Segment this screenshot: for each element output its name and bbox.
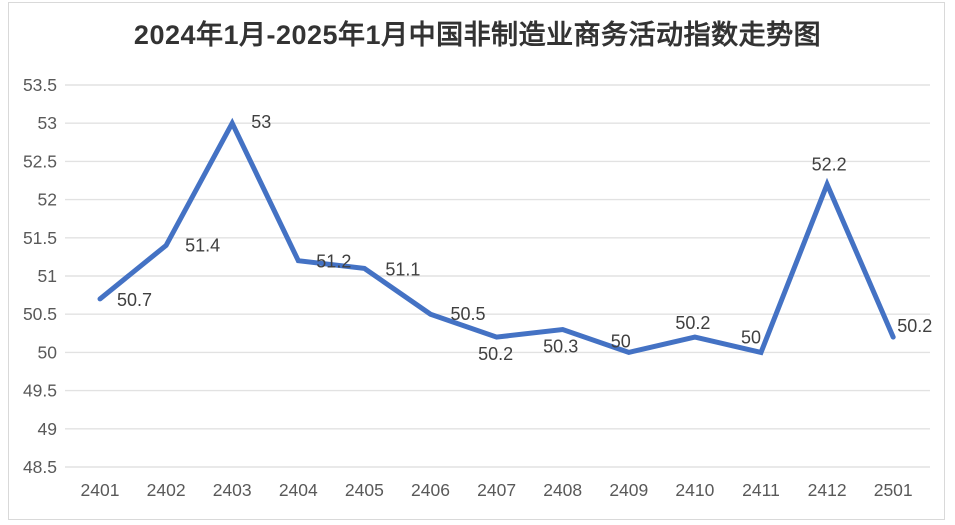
data-point-label: 50 bbox=[741, 327, 761, 347]
data-point-label: 50 bbox=[611, 331, 631, 351]
x-axis-tick-label: 2408 bbox=[543, 480, 582, 500]
data-point-label: 50.2 bbox=[675, 313, 710, 333]
x-axis-tick-label: 2404 bbox=[279, 480, 318, 500]
chart-title: 2024年1月-2025年1月中国非制造业商务活动指数走势图 bbox=[133, 20, 822, 50]
x-axis-tick-label: 2402 bbox=[147, 480, 186, 500]
data-point-label: 50.5 bbox=[451, 304, 486, 324]
y-axis-tick-label: 53 bbox=[38, 113, 57, 133]
x-axis-tick-label: 2410 bbox=[675, 480, 714, 500]
data-line-series bbox=[97, 117, 896, 356]
y-axis-tick-label: 53.5 bbox=[23, 75, 57, 95]
x-axis-tick-label: 2501 bbox=[874, 480, 913, 500]
x-axis-tick-label: 2401 bbox=[81, 480, 120, 500]
y-axis-tick-label: 49 bbox=[38, 419, 57, 439]
data-point-label: 50.3 bbox=[543, 336, 578, 356]
y-axis-tick-label: 51 bbox=[38, 266, 57, 286]
y-axis-tick-label: 51.5 bbox=[23, 228, 57, 248]
data-point-label: 50.2 bbox=[478, 344, 513, 364]
x-axis-tick-label: 2412 bbox=[808, 480, 847, 500]
x-axis-tick-label: 2407 bbox=[477, 480, 516, 500]
y-axis-tick-label: 50 bbox=[38, 342, 58, 362]
x-axis-tick-label: 2403 bbox=[213, 480, 252, 500]
y-axis-tick-label: 48.5 bbox=[23, 457, 57, 477]
data-point-label: 51.2 bbox=[316, 252, 351, 272]
y-axis-tick-label: 52.5 bbox=[23, 151, 57, 171]
x-axis-tick-label: 2406 bbox=[411, 480, 450, 500]
x-axis-tick-label: 2409 bbox=[609, 480, 648, 500]
data-point-label: 50.7 bbox=[117, 290, 152, 310]
data-point-label: 52.2 bbox=[812, 154, 847, 174]
data-point-label: 53 bbox=[251, 112, 271, 132]
data-point-label: 51.1 bbox=[385, 259, 420, 279]
y-axis-tick-label: 49.5 bbox=[23, 381, 57, 401]
x-axis-tick-label: 2405 bbox=[345, 480, 384, 500]
data-point-label: 51.4 bbox=[185, 235, 220, 255]
y-axis-tick-label: 52 bbox=[38, 190, 57, 210]
x-axis-tick-label: 2411 bbox=[742, 480, 780, 500]
data-point-label: 50.2 bbox=[897, 316, 932, 336]
y-axis-tick-label: 50.5 bbox=[23, 304, 57, 324]
